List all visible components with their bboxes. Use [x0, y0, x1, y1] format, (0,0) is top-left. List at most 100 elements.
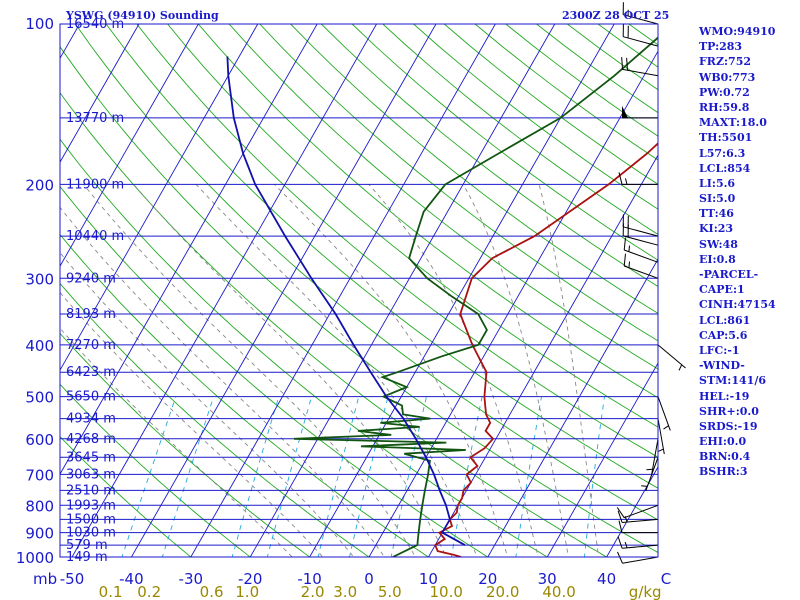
index-item: L57:6.3 — [699, 146, 746, 160]
temperature-tick-label: 40 — [597, 570, 616, 588]
index-item: STM:141/6 — [699, 374, 766, 388]
wind-barb — [657, 344, 686, 371]
index-item: LCL:854 — [699, 161, 751, 175]
temperature-tick-label: -50 — [60, 570, 85, 588]
pressure-tick-label: 700 — [25, 466, 54, 484]
height-label: 10440 m — [66, 229, 124, 244]
temperature-tick-label: 20 — [478, 570, 497, 588]
index-item: -WIND- — [699, 359, 745, 373]
mixing-ratio-label: 40.0 — [542, 583, 575, 600]
temperature-tick-label: -10 — [297, 570, 322, 588]
wind-barb — [617, 551, 659, 564]
mixing-ratio-line — [317, 396, 360, 557]
isotherm-line — [190, 24, 496, 557]
wind-barbs — [616, 2, 686, 564]
wind-barb — [622, 24, 659, 47]
stability-indices-list: WMO:94910 TP:283 FRZ:752 WB0:773 PW:0.72 RH:5… — [699, 24, 776, 480]
mixing-ratio-line — [266, 396, 313, 557]
index-item: MAXT:18.0 — [699, 116, 767, 130]
index-item: SI:5.0 — [699, 192, 736, 206]
moist-adiabat-line — [60, 252, 355, 557]
index-item: LCL:861 — [699, 313, 751, 327]
mixing-ratio-line — [121, 396, 177, 557]
index-item: WB0:773 — [699, 70, 756, 84]
temperature-tick-label: -30 — [179, 570, 204, 588]
height-label: 4268 m — [66, 432, 116, 447]
dry-adiabat-line — [60, 435, 192, 557]
height-label: 6423 m — [66, 365, 116, 380]
wind-barb — [657, 396, 671, 431]
height-label: 13770 m — [66, 111, 124, 126]
height-label: 11900 m — [66, 177, 124, 192]
index-item: BRN:0.4 — [699, 450, 751, 464]
wind-barb — [623, 253, 659, 279]
index-item: SRDS:-19 — [699, 419, 758, 433]
wind-barb — [621, 57, 659, 77]
moist-adiabat-line — [133, 184, 447, 557]
isotherm-line — [60, 24, 318, 475]
mixing-ratio-label: 3.0 — [333, 583, 357, 600]
isotherm-line — [60, 24, 199, 268]
temperature-tick-labels: mb -50 -40 -30 -20 -10 0 10 20 30 40 C — [33, 570, 671, 588]
index-item: EHI:0.0 — [699, 435, 747, 449]
moist-adiabat-line — [462, 184, 569, 557]
height-label: 3645 m — [66, 450, 116, 465]
isotherm-line — [427, 154, 658, 557]
mixing-ratio-label: 0.1 — [99, 583, 123, 600]
mixing-ratio-label: 5.0 — [378, 583, 402, 600]
mixing-ratio-label: 20.0 — [486, 583, 519, 600]
temperature-tick-label: C — [661, 570, 671, 588]
temperature-tick-label: -40 — [119, 570, 144, 588]
height-label: 1993 m — [66, 498, 116, 513]
isotherm-line — [71, 24, 378, 557]
isotherm-line — [60, 24, 140, 164]
moist-adiabat-line — [60, 206, 386, 557]
pressure-tick-label: 300 — [25, 270, 54, 288]
wind-barb — [646, 438, 659, 475]
moist-adiabat-line — [368, 184, 539, 557]
mixing-ratio-label: 0.6 — [200, 583, 224, 600]
index-item: FRZ:752 — [699, 55, 752, 69]
dry-adiabat-line — [60, 282, 370, 557]
isotherm-line — [60, 24, 259, 372]
isotherm-line — [0, 0, 34, 579]
mixing-ratio-labels: 0.1 0.2 0.6 1.0 2.0 3.0 5.0 10.0 20.0 40.0 g/kg — [99, 583, 662, 600]
index-item: KI:23 — [699, 222, 734, 236]
mixing-ratio-line — [390, 396, 427, 557]
isotherms — [0, 0, 658, 579]
height-label: 1500 m — [66, 512, 116, 527]
dry-adiabat-line — [105, 24, 658, 489]
height-label: 579 m — [66, 538, 108, 553]
index-item: TT:46 — [699, 207, 734, 221]
wind-barb — [618, 520, 658, 534]
isotherm-line — [546, 362, 658, 557]
wind-barb — [657, 418, 665, 455]
mixing-ratio-label: g/kg — [629, 583, 662, 600]
height-label: 16540 m — [66, 17, 124, 32]
pressure-tick-label: 400 — [25, 337, 54, 355]
mixing-ratio-line — [161, 396, 215, 557]
index-item: RH:59.8 — [699, 100, 750, 114]
pressure-tick-label: 200 — [25, 176, 54, 194]
isotherm-line — [368, 50, 658, 557]
index-item: SW:48 — [699, 237, 738, 251]
mixing-ratio-line — [584, 396, 605, 557]
isotherm-line — [130, 24, 437, 557]
moist-adiabat-line — [538, 184, 600, 557]
dry-adiabat-line — [60, 383, 251, 557]
height-label: 9240 m — [66, 271, 116, 286]
wind-barb — [616, 504, 659, 519]
height-labels: 16540 m 13770 m 11900 m 10440 m 9240 m 8193 m… — [66, 17, 124, 565]
dry-adiabats — [60, 24, 658, 557]
temperature-tick-label: 10 — [419, 570, 438, 588]
wind-barb — [618, 172, 658, 185]
moist-adiabat-line — [60, 291, 324, 557]
mixing-ratio-label: 10.0 — [429, 583, 462, 600]
mixing-ratio-label: 0.2 — [137, 583, 161, 600]
temperature-tick-label: 0 — [364, 570, 374, 588]
index-item: CINH:47154 — [699, 298, 776, 312]
moist-adiabat-line — [83, 184, 417, 557]
index-item: LFC:-1 — [699, 343, 740, 357]
temperature-line — [434, 142, 658, 557]
height-label: 2510 m — [66, 483, 116, 498]
